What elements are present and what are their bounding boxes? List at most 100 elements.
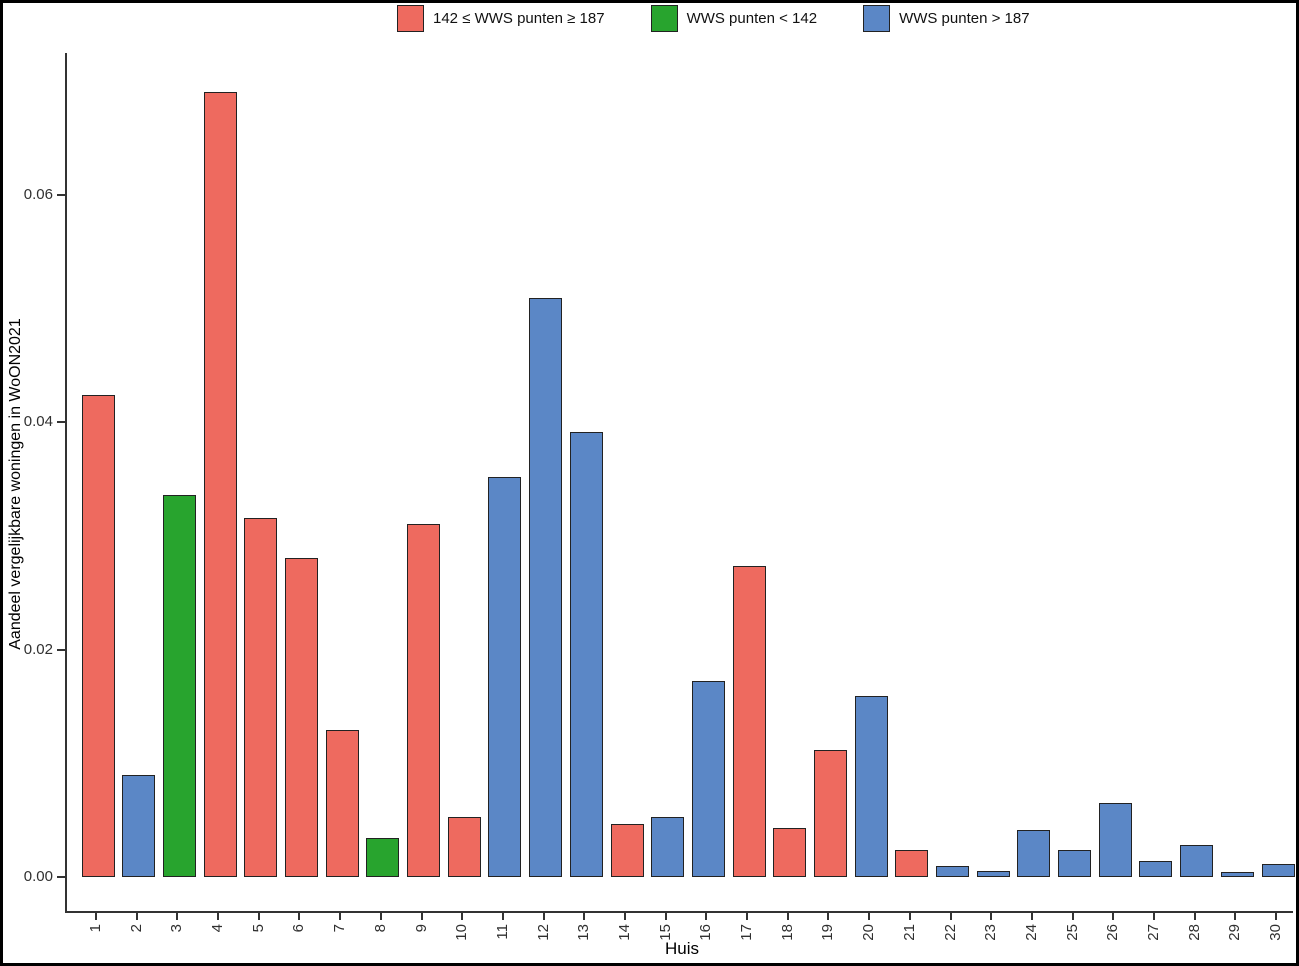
x-tick-label: 23	[982, 924, 1000, 941]
x-tick-label: 19	[819, 924, 837, 941]
bar-huis-25	[1058, 850, 1092, 877]
x-tick-label: 30	[1267, 924, 1284, 941]
bar-huis-29	[1220, 872, 1254, 877]
x-tick-mark	[949, 913, 952, 920]
bar-huis-1	[81, 395, 115, 877]
bar-huis-27	[1139, 861, 1173, 877]
bar-huis-12	[529, 298, 563, 877]
bar-huis-23	[976, 871, 1010, 877]
bar-huis-30	[1261, 864, 1295, 877]
bar-huis-15	[651, 817, 685, 877]
x-tick-mark	[908, 913, 911, 920]
x-tick-mark	[420, 913, 423, 920]
legend-label-high: WWS punten > 187	[899, 10, 1030, 27]
x-tick-label: 26	[1104, 924, 1122, 941]
x-tick-label: 8	[371, 924, 389, 933]
y-tick-mark	[57, 876, 65, 878]
x-tick-mark	[257, 913, 260, 920]
y-tick-label: 0.02	[23, 641, 53, 658]
y-axis-title: Aandeel vergelijkbare woningen in WoON20…	[7, 318, 24, 650]
bar-huis-19	[813, 750, 847, 877]
x-tick-mark	[542, 913, 545, 920]
x-tick-mark	[990, 913, 993, 920]
x-tick-mark	[217, 913, 220, 920]
bar-huis-13	[569, 432, 603, 877]
x-tick-label: 28	[1185, 924, 1203, 941]
x-tick-label: 6	[290, 924, 308, 933]
legend-swatch-mid	[397, 5, 424, 32]
x-tick-label: 3	[168, 924, 186, 933]
x-tick-label: 2	[127, 924, 145, 933]
x-tick-mark	[1030, 913, 1033, 920]
x-tick-label: 24	[1022, 924, 1040, 941]
bar-huis-24	[1017, 830, 1051, 877]
x-tick-mark	[501, 913, 504, 920]
x-tick-label: 12	[534, 924, 552, 941]
legend-label-low: WWS punten < 142	[686, 10, 818, 27]
legend-item-low: WWS punten < 142	[650, 5, 818, 32]
x-tick-mark	[1275, 913, 1277, 920]
bar-huis-26	[1098, 803, 1132, 877]
legend-item-mid: 142 ≤ WWS punten ≥ 187	[397, 5, 605, 32]
x-tick-mark	[624, 913, 626, 920]
x-tick-mark	[379, 913, 382, 920]
bar-huis-3	[162, 495, 196, 877]
bar-huis-6	[284, 558, 318, 877]
x-tick-mark	[705, 913, 708, 920]
x-tick-mark	[583, 913, 586, 920]
bar-huis-2	[122, 775, 156, 877]
x-tick-mark	[746, 913, 748, 920]
y-tick-label: 0.00	[23, 868, 53, 885]
legend-swatch-high	[863, 5, 891, 32]
y-tick-mark	[57, 421, 65, 423]
y-tick-label: 0.04	[23, 413, 53, 430]
y-tick-mark	[57, 649, 65, 651]
legend-item-high: WWS punten > 187	[863, 5, 1030, 32]
bar-huis-20	[854, 696, 888, 877]
x-tick-mark	[176, 913, 179, 920]
y-tick-mark	[57, 194, 65, 196]
x-tick-mark	[1112, 913, 1115, 920]
x-tick-label: 5	[249, 924, 267, 933]
x-tick-mark	[298, 913, 301, 920]
x-tick-label: 7	[331, 924, 349, 933]
x-tick-mark	[339, 913, 342, 920]
y-tick-label: 0.06	[23, 186, 53, 203]
bar-huis-4	[203, 92, 237, 877]
x-tick-label: 22	[941, 924, 959, 941]
bar-huis-21	[895, 850, 929, 877]
bar-huis-18	[773, 828, 807, 877]
legend-swatch-low	[650, 5, 678, 32]
x-tick-label: 25	[1063, 924, 1081, 941]
x-tick-mark	[1234, 913, 1237, 920]
x-tick-mark	[461, 913, 464, 920]
bar-huis-17	[732, 566, 766, 877]
x-tick-label: 21	[900, 924, 918, 941]
legend-label-mid: 142 ≤ WWS punten ≥ 187	[433, 10, 605, 27]
x-tick-mark	[827, 913, 830, 920]
x-tick-mark	[1193, 913, 1196, 920]
x-tick-mark	[1152, 913, 1155, 920]
x-tick-label: 9	[412, 924, 430, 933]
bar-huis-11	[488, 477, 522, 877]
x-tick-mark	[868, 913, 871, 920]
bar-huis-22	[936, 866, 969, 877]
bar-huis-9	[407, 524, 440, 877]
x-tick-label: 27	[1144, 924, 1162, 941]
x-tick-label: 4	[209, 924, 227, 933]
x-tick-label: 1	[87, 924, 104, 933]
x-tick-label: 10	[453, 924, 471, 941]
bar-huis-14	[610, 824, 644, 877]
bar-huis-5	[244, 518, 278, 877]
bar-huis-7	[325, 730, 359, 877]
x-tick-label: 20	[860, 924, 878, 941]
x-tick-label: 29	[1226, 924, 1244, 941]
x-tick-mark	[786, 913, 789, 920]
x-tick-mark	[1071, 913, 1074, 920]
chart-legend: 142 ≤ WWS punten ≥ 187 WWS punten < 142 WW…	[397, 5, 1030, 32]
bar-huis-8	[366, 838, 400, 877]
bar-huis-28	[1180, 845, 1214, 877]
x-tick-mark	[664, 913, 667, 920]
x-tick-mark	[95, 913, 97, 920]
